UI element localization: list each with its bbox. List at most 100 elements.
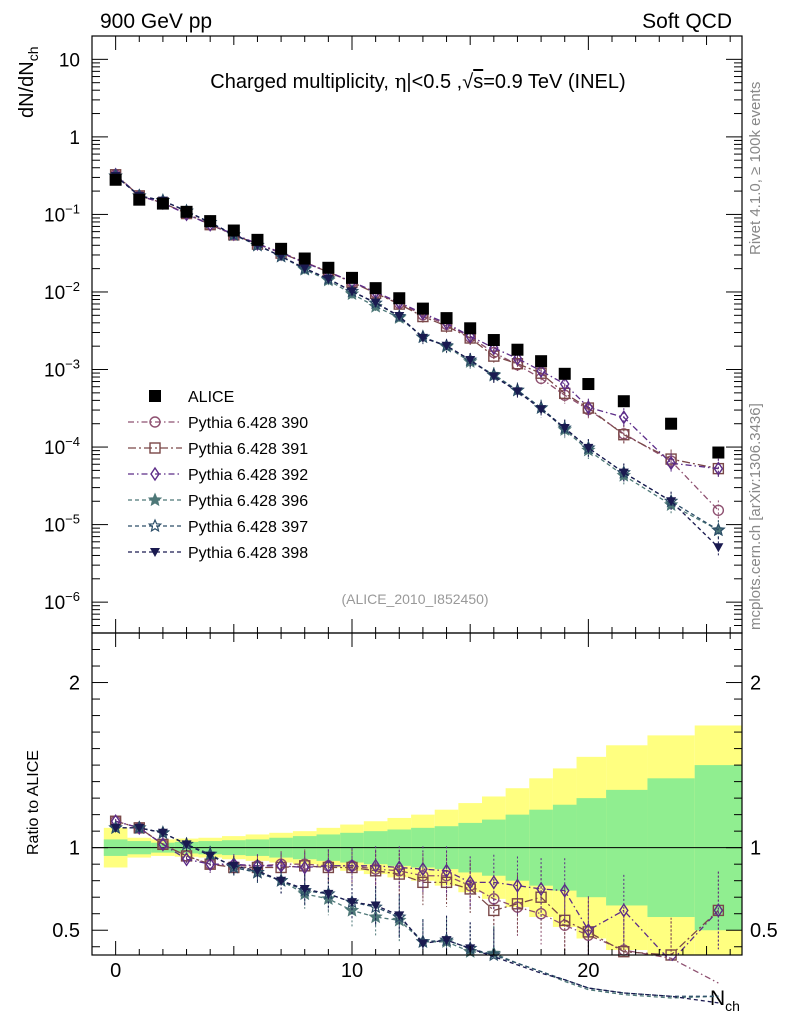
marker-square: [251, 233, 264, 246]
marker-diamond: [394, 860, 405, 875]
y-tick-label: 10−2: [44, 279, 80, 304]
marker-circle: [712, 504, 725, 516]
marker-square: [665, 417, 678, 430]
marker-square: [204, 215, 217, 228]
marker-square: [346, 271, 358, 284]
marker-diamond: [713, 903, 724, 918]
marker-diamond: [441, 863, 452, 879]
marker-diamond: [370, 858, 381, 874]
legend-label: Pythia 6.428 392: [188, 467, 308, 484]
series-line: [115, 820, 719, 956]
marker-diamond: [465, 875, 476, 890]
marker-diamond: [583, 400, 594, 415]
marker-square: [133, 193, 146, 206]
marker-diamond: [205, 856, 216, 872]
marker-triangle: [205, 851, 216, 861]
marker-triangle: [157, 828, 168, 838]
y-tick-label-right: 1: [750, 838, 761, 860]
marker-diamond: [559, 376, 570, 392]
chart-title: Charged multiplicity, η|<0.5 ,√s=0.9 TeV…: [210, 69, 625, 93]
y-tick-label: 10: [59, 50, 80, 71]
y-tick-label: 1: [69, 838, 80, 860]
marker-star: [486, 947, 501, 962]
marker-diamond: [536, 363, 546, 379]
marker-square: [416, 302, 429, 315]
marker-triangle: [347, 898, 357, 908]
marker-triangle: [252, 866, 263, 876]
marker-square: [156, 197, 169, 210]
marker-triangle: [394, 911, 405, 921]
ratio-frame: [91, 632, 743, 956]
marker-diamond: [536, 881, 546, 897]
marker-triangle: [370, 298, 381, 308]
series-line: [115, 827, 719, 997]
main-frame: [91, 35, 743, 634]
marker-triangle: [618, 468, 629, 478]
marker-triangle: [488, 372, 499, 382]
marker-square: [180, 205, 193, 218]
marker-diamond: [559, 883, 570, 898]
series-line: [115, 827, 719, 999]
x-tick-label: 10: [341, 960, 363, 982]
marker-square: [149, 442, 161, 454]
marker-triangle: [465, 356, 476, 366]
marker-diamond: [181, 851, 192, 867]
rivet-label: Rivet 4.1.0, ≥ 100k events: [747, 82, 764, 255]
marker-triangle: [441, 936, 452, 946]
marker-square: [369, 282, 382, 295]
series-line: [115, 820, 719, 984]
x-axis-label: Nch: [710, 987, 740, 1014]
marker-triangle: [181, 840, 192, 850]
marker-triangle: [394, 312, 405, 322]
y-tick-label: 10−4: [44, 434, 80, 459]
marker-square: [558, 367, 571, 380]
y-axis-label-ratio: Ratio to ALICE: [25, 750, 42, 855]
marker-triangle: [299, 884, 310, 894]
y-tick-label: 10−1: [44, 201, 80, 226]
marker-triangle: [150, 548, 160, 557]
marker-triangle: [323, 274, 334, 284]
marker-diamond: [347, 858, 357, 874]
marker-square: [488, 904, 500, 917]
marker-triangle: [299, 264, 310, 274]
marker-square: [109, 173, 122, 186]
marker-triangle: [666, 497, 677, 507]
legend-label: Pythia 6.428 398: [188, 545, 308, 562]
marker-square: [618, 945, 630, 958]
y-tick-label-right: 0.5: [750, 920, 778, 942]
marker-triangle: [276, 876, 287, 886]
marker-diamond: [323, 858, 334, 874]
legend-label: Pythia 6.428 397: [188, 519, 308, 536]
header-left: 900 GeV pp: [100, 10, 212, 33]
marker-triangle: [417, 333, 428, 343]
marker-square: [298, 252, 311, 265]
marker-square: [227, 224, 240, 237]
marker-triangle: [713, 543, 724, 553]
series-line: [115, 174, 719, 470]
legend-label: Pythia 6.428 396: [188, 493, 308, 510]
marker-star: [711, 522, 726, 537]
y-tick-label-right: 2: [750, 673, 761, 695]
marker-diamond: [618, 903, 629, 918]
marker-square: [488, 350, 500, 362]
main-panel-series: [108, 167, 726, 558]
marker-square: [617, 395, 630, 408]
marker-triangle: [583, 443, 594, 453]
marker-square: [322, 261, 335, 274]
marker-star: [147, 492, 163, 507]
marker-star: [147, 518, 163, 533]
legend-label: Pythia 6.428 390: [188, 415, 308, 432]
marker-diamond: [150, 466, 160, 482]
marker-triangle: [134, 823, 145, 833]
marker-diamond: [488, 875, 499, 890]
marker-square: [464, 322, 477, 335]
marker-triangle: [441, 341, 452, 351]
marker-square: [582, 378, 595, 391]
marker-square: [275, 242, 288, 255]
x-tick-label: 0: [110, 960, 121, 982]
marker-square: [712, 446, 725, 459]
marker-diamond: [299, 860, 310, 875]
y-tick-label: 10−5: [44, 512, 80, 537]
marker-square: [393, 292, 406, 305]
